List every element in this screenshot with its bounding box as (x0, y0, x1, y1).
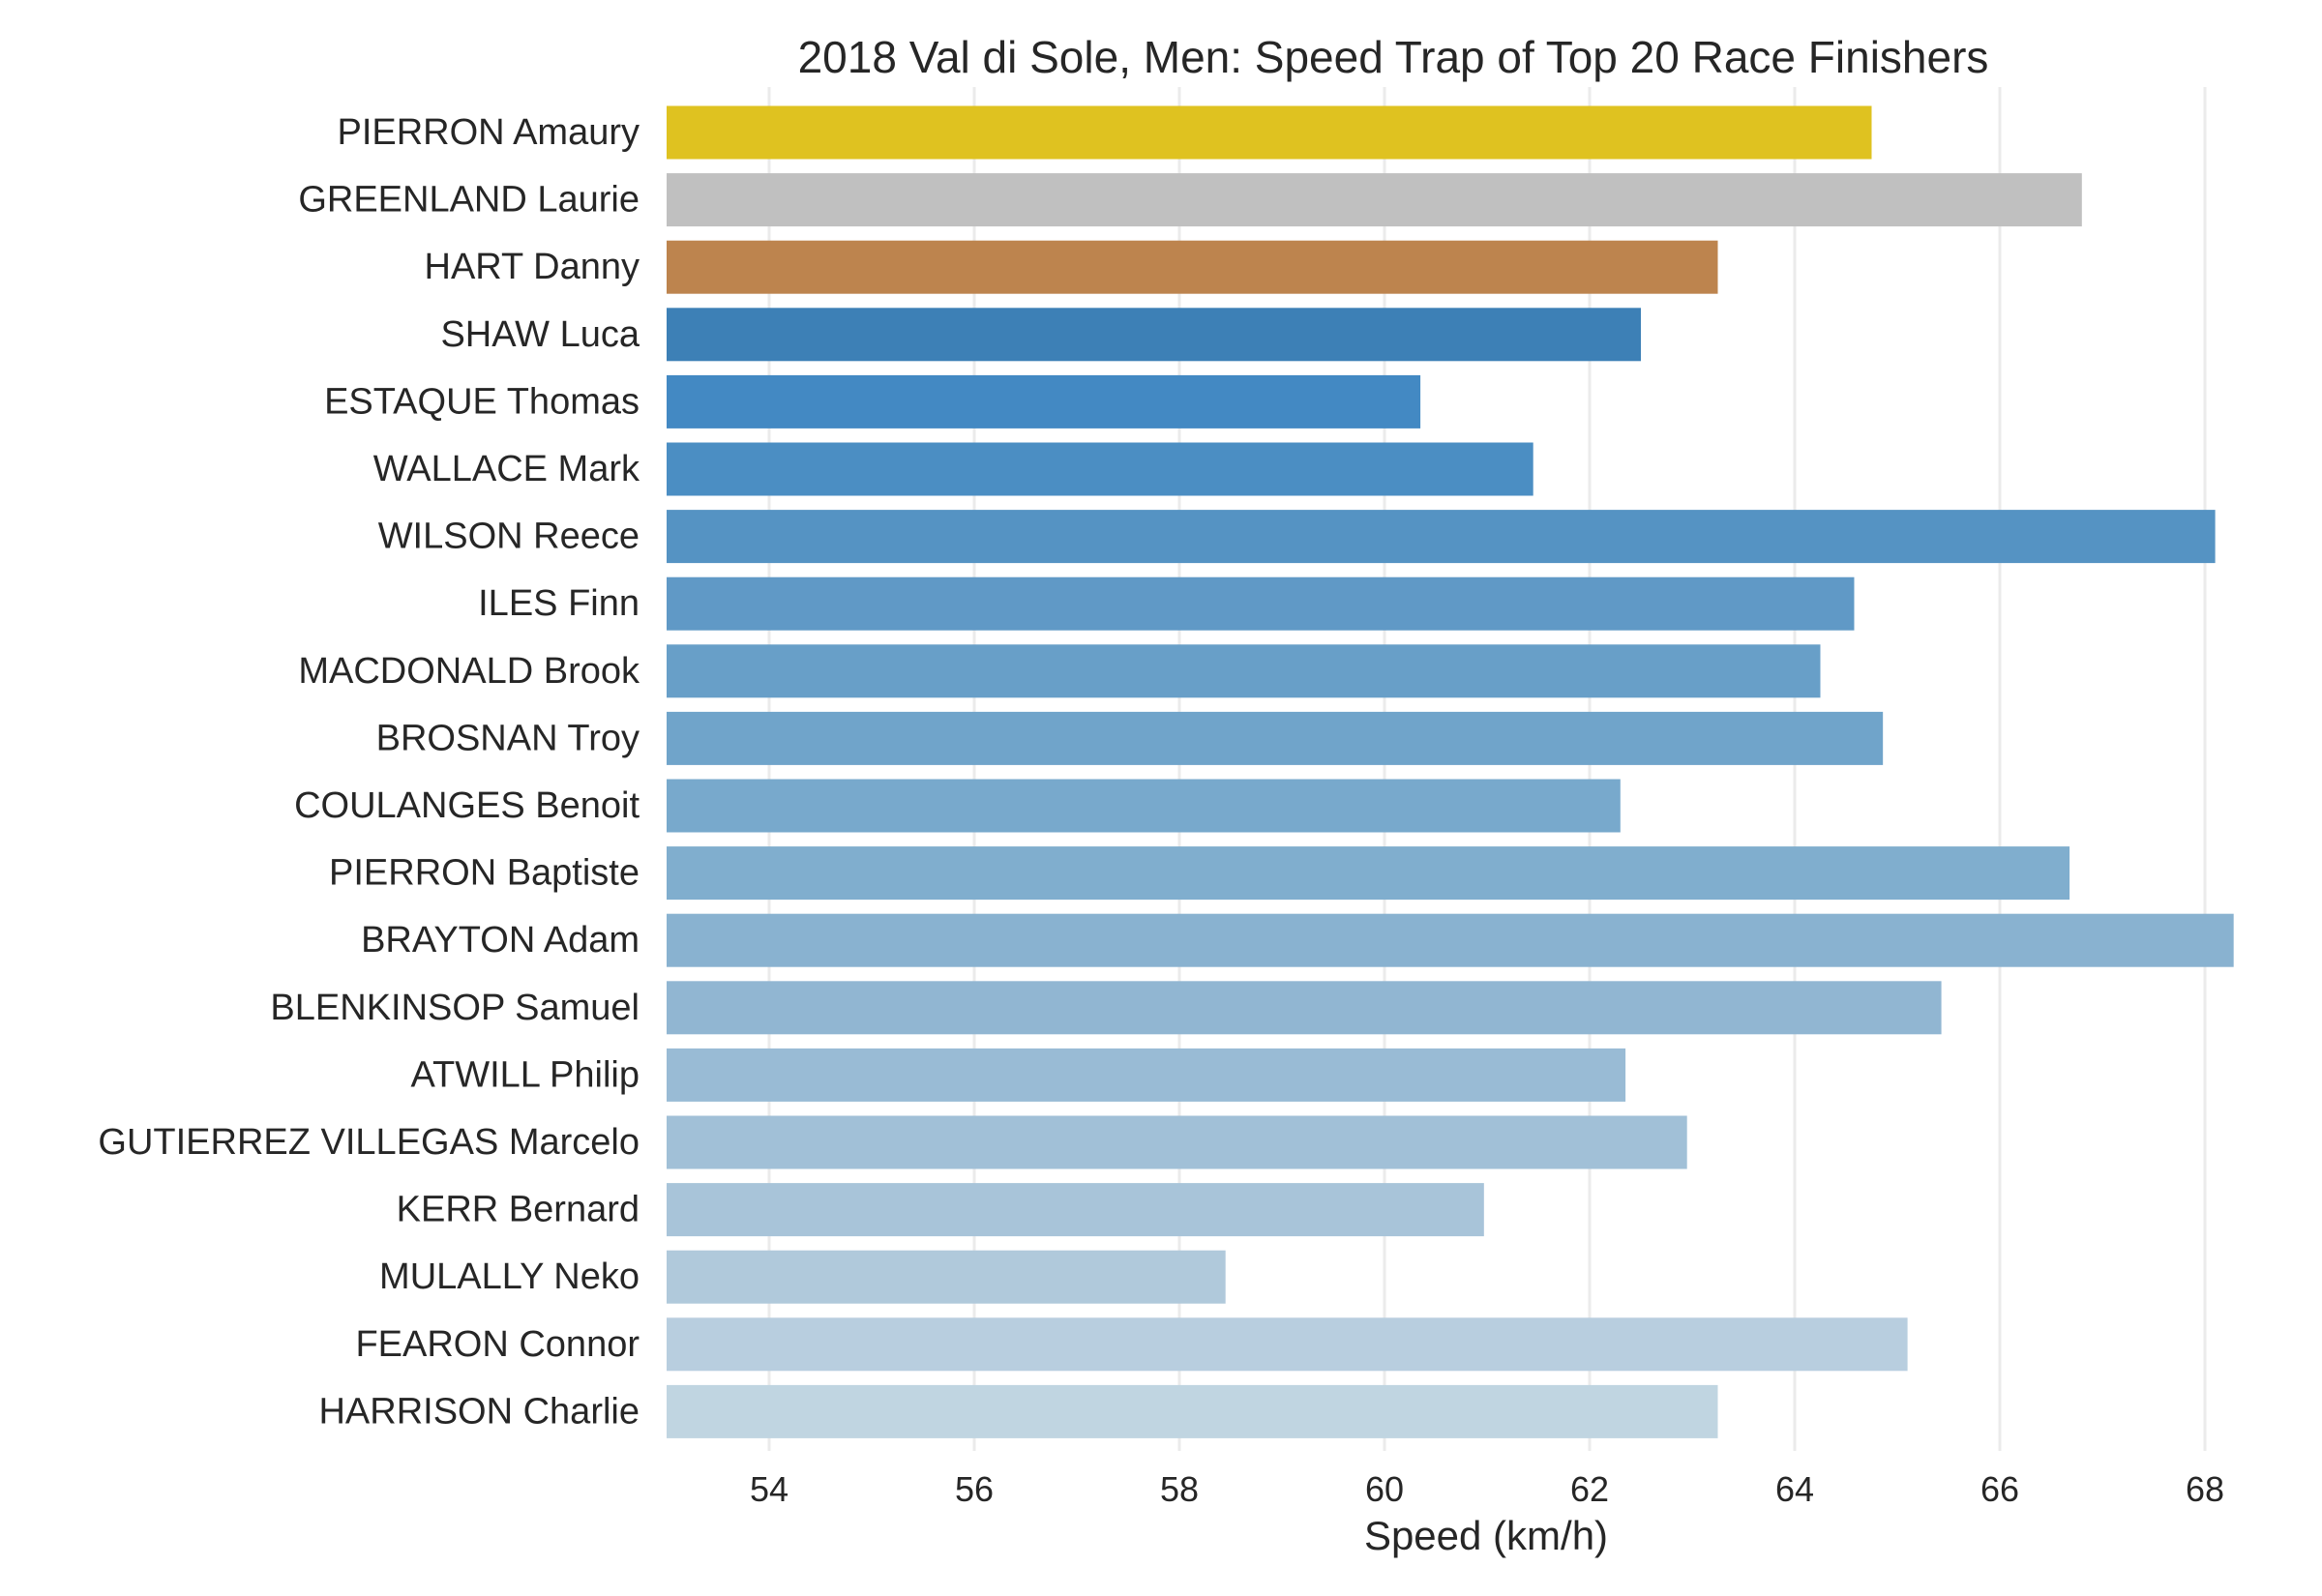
chart-title: 2018 Val di Sole, Men: Speed Trap of Top… (798, 32, 1989, 82)
x-tick-label: 68 (2186, 1469, 2224, 1509)
x-tick-label: 66 (1980, 1469, 2019, 1509)
bar (667, 105, 1872, 160)
category-label: GUTIERREZ VILLEGAS Marcelo (98, 1122, 640, 1163)
category-label: BLENKINSOP Samuel (270, 988, 640, 1028)
category-label: BROSNAN Troy (376, 718, 640, 758)
category-label: KERR Bernard (397, 1190, 640, 1230)
category-label: HARRISON Charlie (318, 1391, 640, 1432)
category-label: ESTAQUE Thomas (324, 381, 640, 422)
category-label: MULALLY Neko (379, 1256, 640, 1297)
category-label: PIERRON Amaury (337, 112, 640, 153)
bar (667, 1250, 1226, 1304)
category-label: ATWILL Philip (410, 1054, 640, 1095)
category-label: GREENLAND Laurie (298, 180, 640, 221)
category-label: FEARON Connor (355, 1324, 640, 1365)
bar (667, 374, 1421, 429)
category-label: WALLACE Mark (373, 449, 640, 489)
category-label: MACDONALD Brook (298, 651, 640, 692)
bar (667, 1317, 1908, 1372)
bars (667, 105, 2234, 1438)
bar (667, 1183, 1484, 1237)
x-tick-label: 54 (750, 1469, 789, 1509)
bar (667, 576, 1855, 631)
bar (667, 846, 2070, 901)
x-axis-label: Speed (km/h) (1364, 1513, 1608, 1558)
x-tick-label: 60 (1365, 1469, 1404, 1509)
bar (667, 442, 1533, 496)
category-label: ILES Finn (478, 583, 640, 624)
bar (667, 510, 2216, 564)
category-label: WILSON Reece (378, 517, 640, 557)
x-tick-label: 56 (955, 1469, 994, 1509)
x-tick-labels: 54 56 58 60 62 64 66 68 (750, 1469, 2224, 1509)
category-label: SHAW Luca (440, 314, 640, 355)
x-tick-label: 64 (1775, 1469, 1814, 1509)
x-tick-label: 58 (1160, 1469, 1199, 1509)
bar (667, 240, 1718, 294)
bar (667, 644, 1821, 698)
x-tick-label: 62 (1570, 1469, 1609, 1509)
bar (667, 173, 2082, 227)
bar (667, 913, 2234, 967)
bar (667, 1048, 1626, 1102)
category-label: PIERRON Baptiste (329, 853, 640, 894)
bar (667, 1384, 1718, 1438)
category-labels: PIERRON Amaury GREENLAND Laurie HART Danny… (98, 112, 640, 1432)
bar (667, 711, 1884, 765)
bar (667, 779, 1621, 833)
bar (667, 981, 1942, 1035)
bar (667, 308, 1641, 362)
category-label: COULANGES Benoit (294, 785, 640, 826)
bar (667, 1115, 1687, 1169)
category-label: BRAYTON Adam (361, 920, 640, 961)
category-label: HART Danny (425, 247, 640, 287)
